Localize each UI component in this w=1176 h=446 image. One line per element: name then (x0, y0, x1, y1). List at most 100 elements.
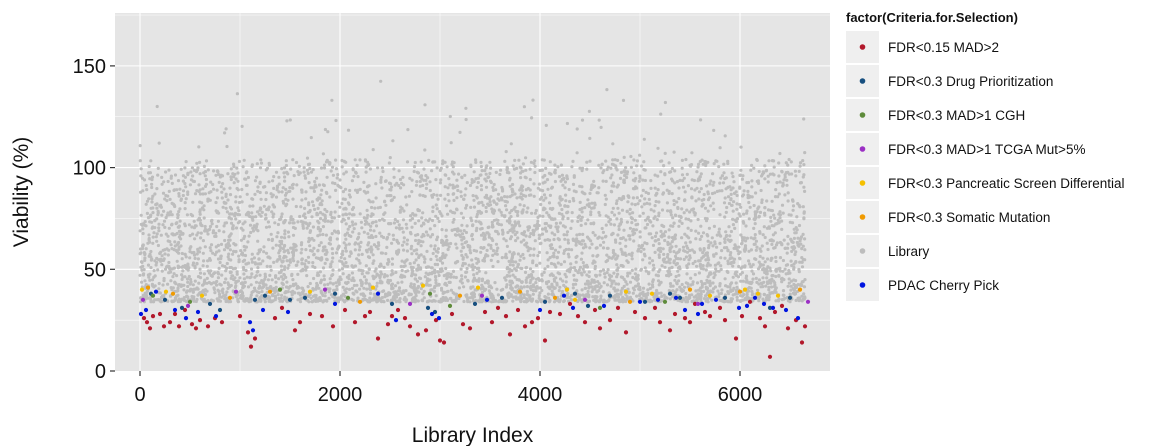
library-point (644, 218, 648, 222)
library-point (436, 262, 440, 267)
library-point (531, 259, 535, 263)
library-point (644, 190, 648, 194)
library-point (480, 300, 484, 304)
library-point (793, 286, 798, 290)
library-point (701, 162, 705, 166)
library-point (597, 282, 601, 286)
library-point (516, 265, 520, 269)
library-point (647, 272, 651, 276)
library-point (327, 296, 331, 300)
library-point (464, 106, 468, 110)
library-point (649, 208, 653, 212)
library-point (255, 175, 259, 179)
library-point (748, 205, 752, 209)
library-point (683, 232, 687, 236)
library-point (499, 168, 503, 172)
library-point (359, 240, 363, 244)
library-point (217, 180, 221, 184)
library-point (696, 165, 700, 169)
library-point (731, 175, 735, 179)
library-point (674, 244, 678, 248)
library-point (728, 239, 732, 243)
library-point (430, 169, 434, 173)
library-point (546, 258, 550, 262)
library-point (701, 267, 706, 271)
library-point (524, 176, 528, 180)
library-point (460, 277, 464, 281)
library-point (236, 293, 240, 297)
library-point (630, 254, 634, 258)
library-point (212, 272, 216, 276)
library-point (565, 296, 569, 300)
library-point (178, 219, 182, 223)
library-point (558, 195, 562, 199)
library-point (592, 179, 596, 183)
library-point (522, 105, 527, 109)
library-point (730, 256, 734, 260)
library-point (487, 225, 491, 229)
library-point (499, 223, 503, 227)
library-point (457, 172, 461, 176)
library-point (560, 207, 564, 212)
library-point (736, 275, 741, 279)
library-point (657, 200, 661, 204)
library-point (321, 232, 325, 237)
library-point (639, 267, 644, 271)
library-point (510, 281, 515, 285)
library-point (272, 260, 276, 264)
library-point (220, 196, 224, 200)
library-point (645, 242, 649, 246)
library-point (288, 118, 292, 122)
library-point (630, 202, 634, 206)
library-point (328, 277, 332, 281)
library-point (223, 238, 227, 243)
library-point (187, 266, 191, 270)
library-point (304, 259, 308, 263)
library-point (382, 235, 386, 240)
library-point (710, 236, 714, 240)
library-point (389, 194, 393, 198)
library-point (201, 251, 205, 255)
library-point (153, 219, 157, 223)
library-point (496, 260, 500, 264)
library-point (484, 209, 488, 214)
library-point (581, 267, 585, 271)
library-point (587, 295, 591, 299)
library-point (187, 274, 191, 279)
library-point (768, 291, 772, 295)
library-point (454, 275, 458, 280)
library-point (197, 145, 201, 149)
library-point (241, 165, 245, 169)
library-point (717, 227, 722, 231)
library-point (145, 188, 149, 192)
library-point (651, 280, 655, 284)
library-point (392, 298, 396, 302)
library-point (443, 173, 447, 177)
library-point (276, 222, 280, 227)
library-point (284, 187, 288, 191)
library-point (445, 165, 449, 169)
library-point (468, 183, 473, 188)
library-point (729, 300, 733, 304)
library-point (718, 241, 722, 245)
library-point (709, 241, 713, 245)
library-point (587, 270, 591, 274)
library-point (257, 212, 261, 216)
library-point (785, 251, 789, 255)
library-point (798, 164, 802, 168)
library-point (583, 206, 587, 210)
library-point (417, 255, 421, 260)
library-point (175, 221, 179, 225)
library-point (575, 233, 579, 237)
library-point (601, 246, 606, 250)
library-point (692, 299, 696, 303)
library-point (757, 205, 761, 209)
library-point (377, 296, 381, 300)
library-point (496, 218, 500, 222)
library-point (726, 270, 730, 274)
library-point (638, 230, 642, 234)
library-point (719, 264, 723, 268)
library-point (491, 253, 495, 257)
library-point (587, 109, 592, 113)
library-point (528, 253, 532, 257)
